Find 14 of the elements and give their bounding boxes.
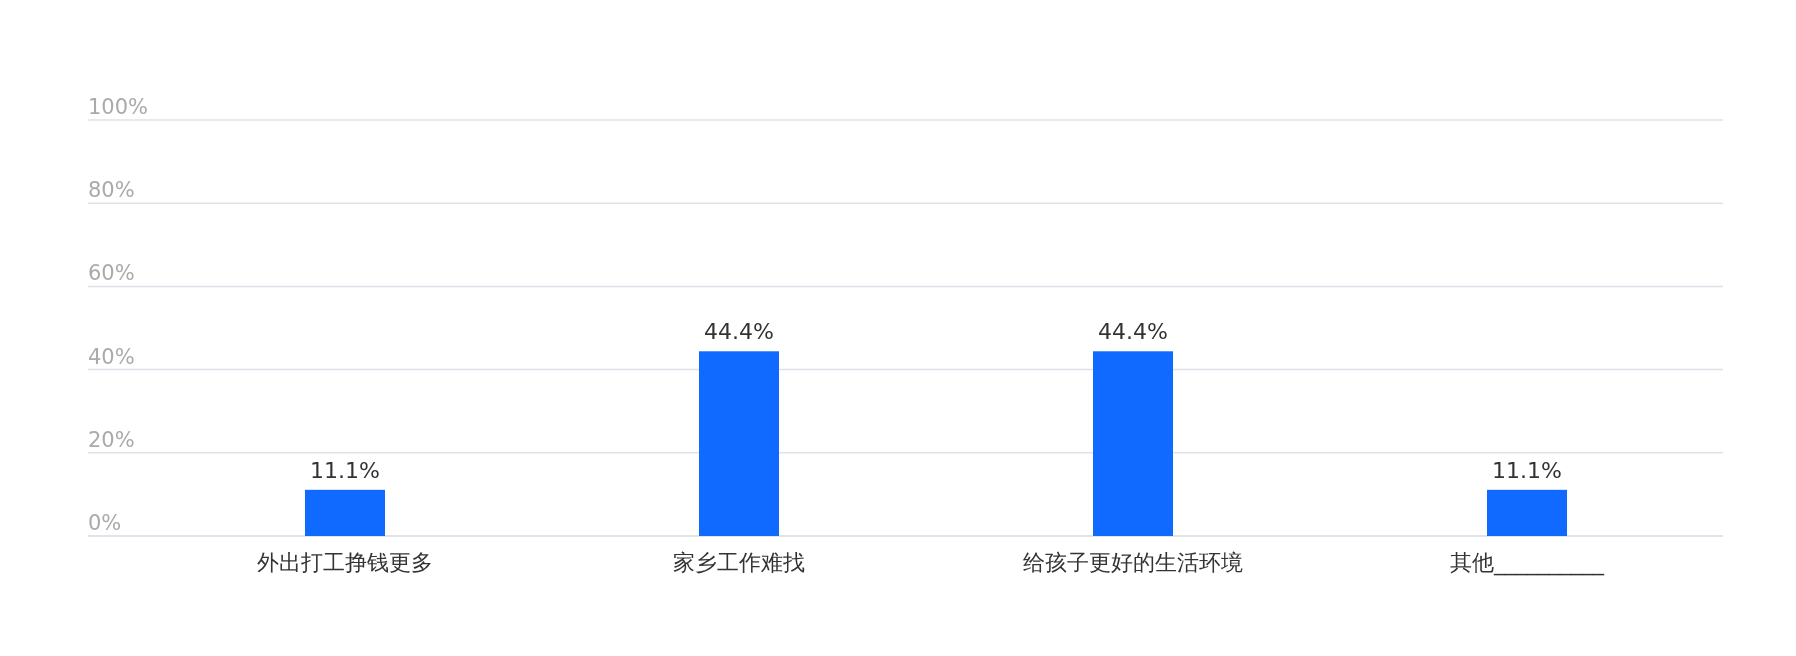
y-tick-label: 80%: [88, 178, 135, 203]
data-label: 44.4%: [1098, 319, 1168, 345]
x-tick-label: 给孩子更好的生活环境: [1023, 550, 1243, 575]
y-tick-label: 40%: [88, 344, 135, 369]
x-tick-label: 外出打工挣钱更多: [257, 550, 433, 575]
data-label: 11.1%: [1492, 457, 1562, 483]
y-tick-label: 100%: [88, 95, 149, 119]
x-tick-label: 其他__________: [1450, 550, 1605, 576]
data-label: 44.4%: [704, 319, 774, 345]
x-tick-label: 家乡工作难找: [673, 550, 805, 575]
y-tick-label: 20%: [88, 427, 135, 452]
y-tick-label: 0%: [88, 511, 122, 535]
y-tick-label: 60%: [88, 261, 135, 286]
data-label: 11.1%: [310, 457, 380, 483]
